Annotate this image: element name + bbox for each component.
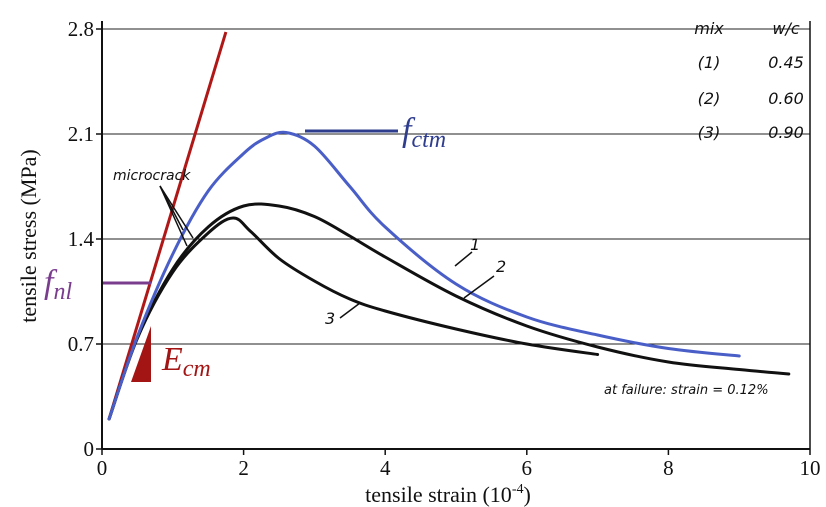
ecm-annotation: Ecm: [131, 326, 211, 382]
x-tick-label: 4: [380, 456, 391, 480]
curve-label-1-leader: [454, 251, 473, 267]
series-layer: [107, 31, 791, 421]
x-axis-title-main: tensile strain (10: [365, 482, 512, 507]
mix-table: mix w/c (1) 0.45 (2) 0.60 (3) 0.90: [694, 19, 804, 142]
microcrack-annotation: microcrack: [113, 168, 194, 247]
table-header-wc: w/c: [772, 19, 799, 38]
series-line-1: [107, 130, 741, 421]
y-tick-label: 0.7: [68, 332, 94, 356]
curve-label-2-leader: [463, 275, 495, 299]
curve-label-1: 1: [470, 235, 480, 254]
y-tick-label: 0: [84, 437, 95, 461]
x-axis-title-close: ): [523, 482, 530, 507]
table-mix-2: (2): [698, 89, 721, 108]
gridlines: [102, 28, 810, 345]
curve-label-3: 3: [325, 309, 335, 328]
x-tick-label: 6: [522, 456, 533, 480]
table-wc-3: 0.90: [768, 123, 804, 142]
y-tick-label: 1.4: [68, 227, 95, 251]
x-tick-label: 10: [800, 456, 821, 480]
axis-ticks: 0 0.7 1.4 2.1 2.8 0 2 4 6 8 10: [68, 17, 821, 480]
table-wc-2: 0.60: [768, 89, 804, 108]
microcrack-arrow-2: [159, 185, 194, 239]
y-axis-title: tensile stress (MPa): [16, 149, 41, 323]
ecm-main: E: [161, 341, 183, 378]
microcrack-label: microcrack: [113, 168, 191, 184]
curve-labels: 1 2 3: [325, 235, 506, 328]
x-tick-label: 2: [238, 456, 249, 480]
ecm-sub: cm: [183, 356, 211, 382]
tangent-modulus-line: [107, 31, 228, 420]
x-tick-label: 8: [663, 456, 674, 480]
curve-label-3-leader: [339, 302, 361, 319]
fnl-sub: nl: [53, 279, 72, 305]
series-line-2: [107, 202, 791, 421]
x-axis-title: tensile strain (10-4): [365, 482, 531, 507]
table-mix-1: (1): [698, 53, 721, 72]
y-tick-label: 2.1: [68, 122, 94, 146]
y-tick-label: 2.8: [68, 17, 94, 41]
table-header-mix: mix: [694, 19, 724, 38]
ecm-label: Ecm: [161, 341, 211, 382]
failure-annotation: at failure: strain = 0.12%: [604, 383, 769, 398]
table-mix-3: (3): [698, 123, 721, 142]
x-axis-title-exponent: -4: [512, 482, 524, 497]
fctm-sub: ctm: [411, 127, 446, 153]
microcrack-arrow-3: [159, 185, 184, 231]
table-wc-1: 0.45: [768, 53, 804, 72]
ecm-slope-triangle: [131, 326, 151, 382]
x-tick-label: 0: [97, 456, 108, 480]
curve-label-2: 2: [496, 257, 506, 276]
